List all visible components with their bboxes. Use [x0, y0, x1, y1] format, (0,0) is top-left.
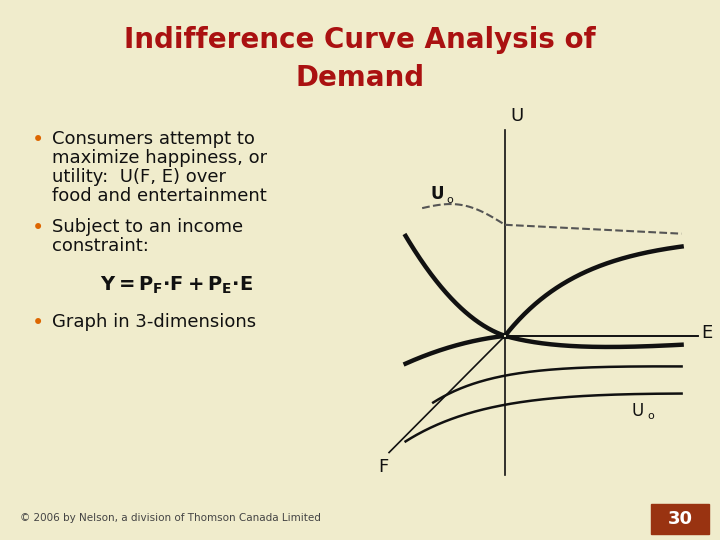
FancyBboxPatch shape: [651, 504, 709, 534]
Text: Indifference Curve Analysis of: Indifference Curve Analysis of: [124, 26, 596, 54]
Text: constraint:: constraint:: [52, 237, 149, 255]
Text: E: E: [701, 324, 712, 342]
Text: food and entertainment: food and entertainment: [52, 187, 266, 205]
Text: •: •: [32, 218, 44, 238]
Text: o: o: [446, 195, 453, 205]
Text: U: U: [510, 107, 523, 125]
Text: •: •: [32, 313, 44, 333]
Text: F: F: [379, 458, 389, 476]
Text: •: •: [32, 130, 44, 150]
Text: utility:  U(F, E) over: utility: U(F, E) over: [52, 168, 226, 186]
Text: 30: 30: [667, 510, 693, 528]
Text: Consumers attempt to: Consumers attempt to: [52, 130, 255, 148]
Text: $\mathbf{Y = P_F{\bullet}F + P_E{\bullet}E}$: $\mathbf{Y = P_F{\bullet}F + P_E{\bullet…: [100, 275, 253, 296]
Text: maximize happiness, or: maximize happiness, or: [52, 149, 267, 167]
Bar: [503, 334, 507, 338]
Text: Graph in 3-dimensions: Graph in 3-dimensions: [52, 313, 256, 331]
Text: Subject to an income: Subject to an income: [52, 218, 243, 236]
Text: Demand: Demand: [295, 64, 425, 92]
Text: U: U: [431, 185, 444, 203]
Text: © 2006 by Nelson, a division of Thomson Canada Limited: © 2006 by Nelson, a division of Thomson …: [20, 513, 321, 523]
Text: U: U: [632, 402, 644, 420]
Text: o: o: [647, 411, 654, 421]
